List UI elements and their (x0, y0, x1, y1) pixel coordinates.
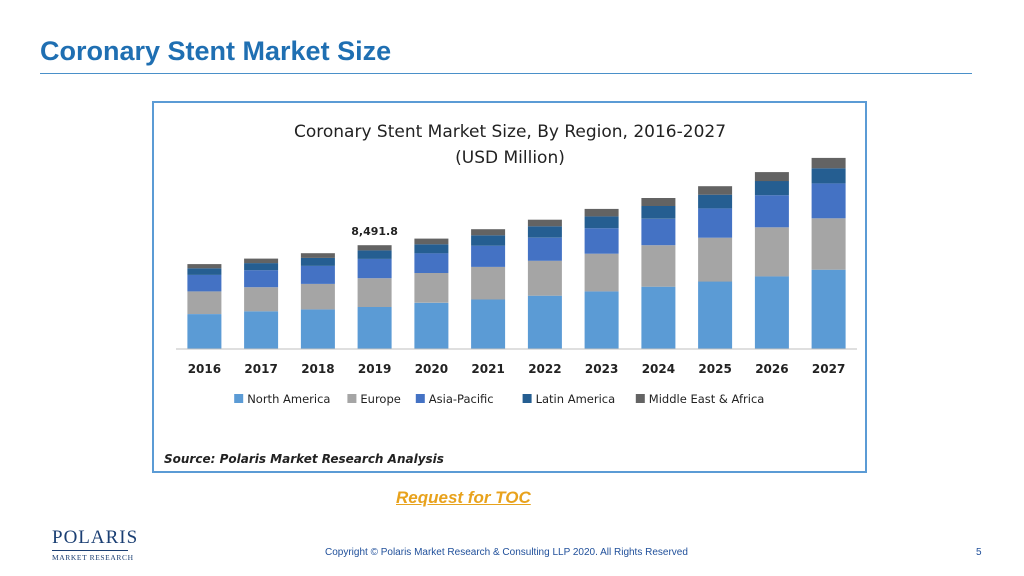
bar-2025-europe (698, 237, 733, 282)
x-tick-2023: 2023 (585, 362, 618, 376)
bar-2020-europe (414, 273, 449, 303)
bar-2026-europe (754, 227, 789, 277)
bar-2016-middle-east-africa (187, 264, 222, 269)
bar-2019-europe (357, 278, 392, 307)
legend-label-north-america: North America (247, 392, 330, 406)
data-label-2019: 8,491.8 (351, 225, 398, 238)
bar-2020-middle-east-africa (414, 238, 449, 245)
x-tick-2021: 2021 (471, 362, 504, 376)
logo-tagline: MARKET RESEARCH (52, 550, 133, 562)
bar-2022-north-america (527, 295, 562, 349)
legend-swatch-north-america (234, 394, 244, 403)
bar-2022-asia-pacific (527, 237, 562, 261)
bar-2025-asia-pacific (698, 208, 733, 238)
legend-label-asia-pacific: Asia-Pacific (429, 392, 494, 406)
x-tick-2022: 2022 (528, 362, 561, 376)
bar-2023-middle-east-africa (584, 208, 619, 217)
bar-2019-asia-pacific (357, 258, 392, 279)
bar-2016-asia-pacific (187, 274, 222, 292)
bar-2021-europe (471, 266, 506, 300)
bar-2024-north-america (641, 286, 676, 349)
bar-2017-middle-east-africa (244, 258, 279, 264)
x-tick-2025: 2025 (698, 362, 731, 376)
bar-2017-latin-america (244, 263, 279, 271)
bar-2017-europe (244, 287, 279, 312)
chart-title: Coronary Stent Market Size, By Region, 2… (294, 122, 726, 142)
bar-2022-latin-america (527, 226, 562, 238)
bar-2025-middle-east-africa (698, 186, 733, 195)
bar-2020-north-america (414, 302, 449, 349)
bar-2024-middle-east-africa (641, 198, 676, 206)
bar-2021-latin-america (471, 235, 506, 246)
x-tick-2020: 2020 (415, 362, 448, 376)
bar-2019-latin-america (357, 250, 392, 259)
x-tick-labels: 2016 2017 2018 2019 2020 2021 2022 2023 2024 2025… (188, 362, 846, 376)
chart-frame: Coronary Stent Market Size, By Region, 2… (152, 101, 867, 473)
bar-2027-europe (811, 218, 846, 270)
logo-wordmark: POLARIS (52, 527, 139, 548)
bar-2023-asia-pacific (584, 228, 619, 254)
legend-swatch-europe (347, 394, 357, 403)
bar-2018-middle-east-africa (300, 253, 335, 258)
bar-2020-latin-america (414, 244, 449, 254)
x-tick-2017: 2017 (244, 362, 277, 376)
title-divider (40, 73, 972, 74)
bar-2025-north-america (698, 281, 733, 349)
bar-2020-asia-pacific (414, 253, 449, 273)
bar-2019-north-america (357, 307, 392, 349)
bar-2023-north-america (584, 291, 619, 349)
bars-layer (187, 157, 846, 349)
bar-2018-latin-america (300, 257, 335, 266)
x-tick-2016: 2016 (188, 362, 221, 376)
bar-2023-europe (584, 253, 619, 292)
x-tick-2027: 2027 (812, 362, 845, 376)
bar-2027-middle-east-africa (811, 157, 846, 169)
bar-2021-north-america (471, 299, 506, 349)
bar-2025-latin-america (698, 194, 733, 209)
bar-2017-asia-pacific (244, 270, 279, 288)
bar-2023-latin-america (584, 216, 619, 229)
copyright-footer: Copyright © Polaris Market Research & Co… (325, 547, 688, 558)
bar-2027-north-america (811, 269, 846, 349)
request-toc-link[interactable]: Request for TOC (396, 488, 531, 507)
bar-2017-north-america (244, 311, 279, 349)
bar-2016-europe (187, 291, 222, 314)
polaris-logo: POLARIS MARKET RESEARCH (52, 527, 139, 562)
bar-2026-middle-east-africa (754, 172, 789, 182)
bar-2018-north-america (300, 309, 335, 349)
x-tick-2026: 2026 (755, 362, 788, 376)
bar-2024-latin-america (641, 206, 676, 219)
bar-2016-north-america (187, 314, 222, 349)
page-number: 5 (976, 547, 982, 558)
bar-2026-north-america (754, 276, 789, 349)
legend-label-middle-east-africa: Middle East & Africa (649, 392, 765, 406)
bar-2026-latin-america (754, 181, 789, 196)
chart-legend: North America Europe Asia-Pacific Latin Ame… (234, 392, 764, 406)
legend-swatch-middle-east-africa (635, 394, 645, 403)
bar-2022-europe (527, 260, 562, 296)
bar-2018-asia-pacific (300, 266, 335, 284)
bar-2021-asia-pacific (471, 245, 506, 267)
bar-2021-middle-east-africa (471, 229, 506, 236)
market-size-chart: Coronary Stent Market Size, By Region, 2… (164, 122, 857, 466)
chart-source: Source: Polaris Market Research Analysis (164, 452, 444, 466)
bar-2016-latin-america (187, 268, 222, 275)
bar-2019-middle-east-africa (357, 245, 392, 251)
x-tick-2024: 2024 (642, 362, 675, 376)
bar-2024-asia-pacific (641, 218, 676, 246)
x-tick-2018: 2018 (301, 362, 334, 376)
bar-2027-latin-america (811, 168, 846, 184)
legend-swatch-latin-america (522, 394, 532, 403)
page-title: Coronary Stent Market Size (40, 36, 392, 66)
bar-2027-asia-pacific (811, 183, 846, 219)
chart-subtitle: (USD Million) (455, 148, 565, 168)
x-tick-2019: 2019 (358, 362, 391, 376)
legend-swatch-asia-pacific (415, 394, 425, 403)
bar-2022-middle-east-africa (527, 219, 562, 227)
bar-2018-europe (300, 283, 335, 310)
legend-label-europe: Europe (360, 392, 400, 406)
bar-2026-asia-pacific (754, 195, 789, 228)
bar-2024-europe (641, 245, 676, 287)
legend-label-latin-america: Latin America (536, 392, 616, 406)
